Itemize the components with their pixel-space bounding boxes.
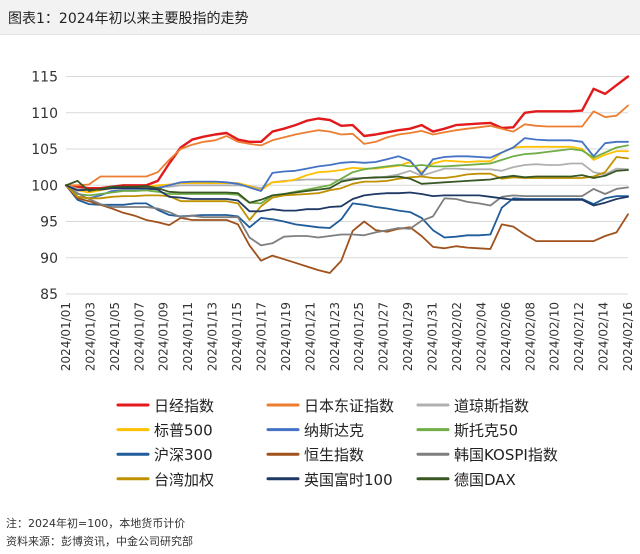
series-line — [65, 169, 629, 204]
legend-label: 日本东证指数 — [304, 397, 394, 415]
series-line — [65, 184, 629, 213]
series-line — [64, 75, 630, 190]
x-tick-label: 2024/01/13 — [206, 302, 220, 371]
y-tick-label: 110 — [31, 106, 58, 122]
x-tick-label: 2024/01/21 — [303, 302, 317, 371]
legend-label: 道琼斯指数 — [454, 397, 529, 415]
legend-label: 纳斯达克 — [304, 422, 364, 440]
y-tick-label: 115 — [31, 70, 58, 86]
x-tick-label: 2024/01/15 — [230, 302, 244, 371]
x-tick-label: 2024/01/19 — [279, 302, 293, 371]
figure-header: 图表1：2024年初以来主要股指的走势 — [0, 0, 640, 35]
source-note: 资料来源：彭博资讯，中金公司研究部 — [6, 535, 193, 548]
legend-label: 恒生指数 — [304, 446, 364, 464]
series-line — [65, 137, 629, 200]
x-tick-label: 2024/01/09 — [157, 302, 171, 371]
series-line — [65, 104, 629, 187]
legend-label: 德国DAX — [454, 471, 516, 489]
y-tick-label: 95 — [40, 215, 58, 231]
x-tick-label: 2024/02/10 — [548, 302, 562, 371]
legend-label: 韩国KOSPI指数 — [454, 446, 558, 464]
legend-label: 沪深300 — [154, 446, 213, 464]
x-tick-label: 2024/01/01 — [59, 302, 73, 371]
series-line — [65, 144, 629, 205]
series-lines — [64, 75, 630, 274]
x-axis-ticks: 2024/01/01 2024/01/03 2024/01/05 2024/01/07… — [59, 302, 635, 371]
x-tick-label: 2024/02/14 — [597, 302, 611, 371]
x-tick-label: 2024/01/07 — [132, 302, 146, 371]
y-tick-label: 100 — [31, 178, 58, 194]
series-line — [65, 184, 629, 239]
y-axis-ticks: 85 90 95 100 105 110 115 — [31, 70, 58, 304]
y-tick-label: 90 — [40, 251, 58, 267]
legend-label: 台湾加权 — [154, 471, 214, 489]
x-tick-label: 2024/01/03 — [83, 302, 97, 371]
series-line — [65, 184, 629, 274]
series-line — [65, 156, 629, 221]
x-tick-label: 2024/02/06 — [499, 302, 513, 371]
x-tick-label: 2024/01/31 — [426, 302, 440, 371]
x-tick-label: 2024/02/04 — [474, 302, 488, 371]
footnote: 注：2024年初=100，本地货币计价 — [6, 517, 186, 530]
x-tick-label: 2024/01/11 — [181, 302, 195, 371]
legend-label: 日经指数 — [154, 397, 214, 415]
legend-label: 斯托克50 — [454, 422, 518, 440]
legend-label: 英国富时100 — [304, 471, 393, 489]
x-tick-label: 2024/01/29 — [401, 302, 415, 371]
series-line — [65, 162, 629, 192]
x-tick-label: 2024/01/25 — [352, 302, 366, 371]
legend-label: 标普500 — [154, 422, 213, 440]
x-tick-label: 2024/02/02 — [450, 302, 464, 371]
x-tick-label: 2024/02/16 — [621, 302, 635, 371]
figure-title: 图表1：2024年初以来主要股指的走势 — [8, 11, 249, 27]
x-tick-label: 2024/01/23 — [328, 302, 342, 371]
x-tick-label: 2024/01/05 — [108, 302, 122, 371]
y-tick-label: 105 — [31, 142, 58, 158]
x-tick-label: 2024/02/12 — [572, 302, 586, 371]
x-tick-label: 2024/01/27 — [377, 302, 391, 371]
x-tick-label: 2024/02/08 — [523, 302, 537, 371]
series-line — [65, 184, 629, 247]
x-tick-label: 2024/01/17 — [255, 302, 269, 371]
series-line — [65, 145, 629, 194]
y-tick-label: 85 — [40, 287, 58, 303]
